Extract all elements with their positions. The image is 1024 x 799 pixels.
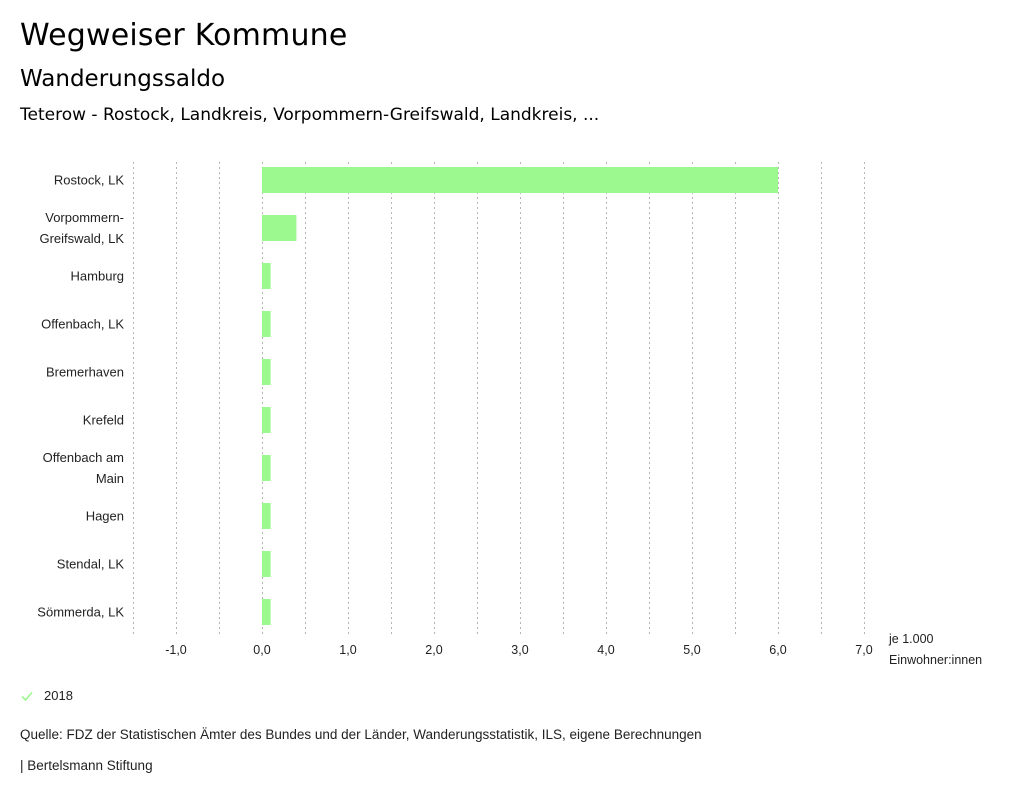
- x-tick-label: 6,0: [769, 643, 786, 657]
- category-label: Krefeld: [83, 413, 124, 428]
- bar[interactable]: [262, 551, 271, 577]
- credit-note: | Bertelsmann Stiftung: [20, 758, 153, 773]
- x-tick-labels: -1,0 0,0 1,0 2,0 3,0 4,0 5,0 6,0 7,0: [165, 643, 873, 657]
- category-label-line: Offenbach am: [43, 450, 124, 465]
- x-tick-label: -1,0: [165, 643, 187, 657]
- category-label-line: Main: [96, 471, 124, 486]
- category-label: Stendal, LK: [57, 557, 125, 572]
- bar[interactable]: [262, 263, 271, 289]
- bar[interactable]: [262, 215, 297, 241]
- bar[interactable]: [262, 311, 271, 337]
- category-label: Offenbach, LK: [41, 317, 124, 332]
- category-label: Bremerhaven: [46, 365, 124, 380]
- category-label-line: Greifswald, LK: [39, 231, 124, 246]
- page-title: Wegweiser Kommune: [20, 18, 348, 53]
- x-tick-label: 4,0: [597, 643, 614, 657]
- legend-label-2018: 2018: [44, 688, 73, 703]
- x-tick-label: 3,0: [511, 643, 528, 657]
- gridlines: [133, 162, 865, 636]
- category-labels: Rostock, LK Vorpommern- Greifswald, LK Hamb…: [37, 173, 124, 620]
- category-label: Hagen: [86, 509, 124, 524]
- x-tick-label: 7,0: [855, 643, 872, 657]
- bar[interactable]: [262, 407, 271, 433]
- bar[interactable]: [262, 599, 271, 625]
- x-axis-unit-label: je 1.000 Einwohner:innen: [888, 632, 982, 667]
- category-label: Rostock, LK: [54, 173, 124, 188]
- category-label: Vorpommern- Greifswald, LK: [39, 210, 124, 246]
- bars: [262, 167, 778, 625]
- legend[interactable]: 2018: [20, 688, 73, 703]
- category-label-line: Vorpommern-: [45, 210, 124, 225]
- chart-subtitle: Wanderungssaldo: [20, 66, 226, 92]
- bar-chart: Rostock, LK Vorpommern- Greifswald, LK Hamb…: [37, 162, 982, 667]
- bar[interactable]: [262, 359, 271, 385]
- x-tick-label: 2,0: [425, 643, 442, 657]
- category-label: Offenbach am Main: [43, 450, 124, 486]
- check-icon: [21, 691, 33, 701]
- x-axis-unit-line: je 1.000: [888, 632, 934, 646]
- source-note: Quelle: FDZ der Statistischen Ämter des …: [20, 727, 702, 742]
- x-tick-label: 1,0: [339, 643, 356, 657]
- bar[interactable]: [262, 503, 271, 529]
- region-context: Teterow - Rostock, Landkreis, Vorpommern…: [20, 105, 600, 125]
- x-tick-label: 5,0: [683, 643, 700, 657]
- bar[interactable]: [262, 167, 778, 193]
- category-label: Hamburg: [71, 269, 124, 284]
- x-axis-unit-line: Einwohner:innen: [889, 653, 982, 667]
- category-label: Sömmerda, LK: [37, 605, 124, 620]
- bar[interactable]: [262, 455, 271, 481]
- x-tick-label: 0,0: [253, 643, 270, 657]
